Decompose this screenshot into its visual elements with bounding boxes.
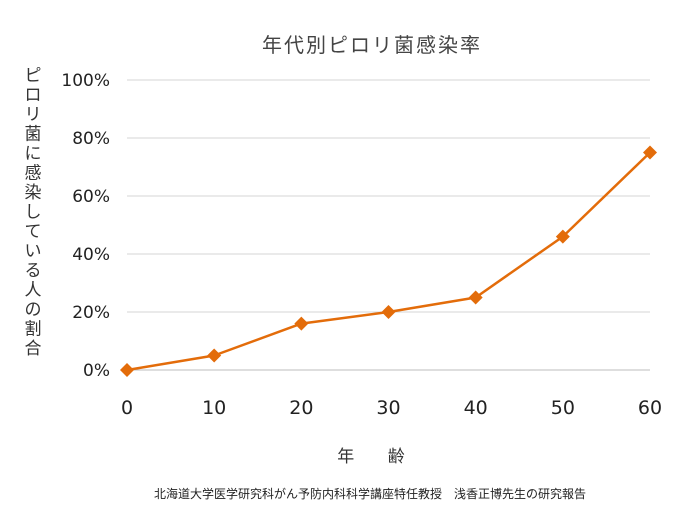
data-point-marker [207, 348, 222, 363]
gridlines [127, 79, 650, 371]
x-tick-label: 0 [121, 397, 133, 419]
data-point-marker [643, 145, 657, 160]
y-axis-label-char: 感 [25, 164, 42, 184]
x-tick-label: 60 [638, 397, 662, 419]
data-point-marker [555, 229, 570, 244]
data-series [120, 145, 657, 377]
y-axis-label-char: ピ [25, 66, 42, 86]
y-tick-label: 0% [83, 361, 110, 381]
x-tick-label: 10 [202, 397, 226, 419]
y-axis-label-char: し [25, 203, 42, 223]
y-axis-label-char: 合 [25, 339, 42, 359]
data-point-marker [120, 363, 134, 377]
y-tick-labels: 0% 20% 40% 60% 80% 100% [61, 71, 110, 381]
y-axis-label-char: に [25, 144, 42, 164]
y-tick-label: 40% [72, 245, 110, 265]
y-axis-label-char: て [25, 222, 42, 242]
series-line [126, 151, 651, 372]
y-tick-label: 100% [61, 71, 110, 91]
x-tick-label: 50 [551, 397, 575, 419]
y-axis-label-char: 人 [25, 281, 42, 301]
y-axis-label-char: 染 [25, 183, 42, 203]
y-axis-label-char: ロ [25, 86, 42, 106]
x-tick-labels: 0 10 20 30 40 50 60 [121, 397, 662, 419]
x-tick-label: 40 [464, 397, 488, 419]
data-point-marker [294, 316, 309, 331]
y-tick-label: 80% [72, 129, 110, 149]
x-axis-label: 年 齢 [337, 447, 418, 467]
y-axis-label-char: る [25, 261, 42, 281]
y-axis-label-char: い [25, 242, 42, 262]
y-tick-label: 20% [72, 303, 110, 323]
x-tick-label: 20 [289, 397, 313, 419]
data-point-marker [381, 305, 396, 319]
y-axis-label-char: 割 [25, 320, 42, 340]
y-axis-label-char: の [25, 300, 42, 320]
chart-title: 年代別ピロリ菌感染率 [262, 33, 482, 57]
y-axis-label-char: リ [25, 105, 42, 125]
x-tick-label: 30 [376, 397, 400, 419]
y-tick-label: 60% [72, 187, 110, 207]
y-axis-label-char: 菌 [25, 125, 42, 145]
source-footnote: 北海道大学医学研究科がん予防内科科学講座特任教授 浅香正博先生の研究報告 [154, 486, 586, 501]
data-point-marker [468, 290, 483, 305]
